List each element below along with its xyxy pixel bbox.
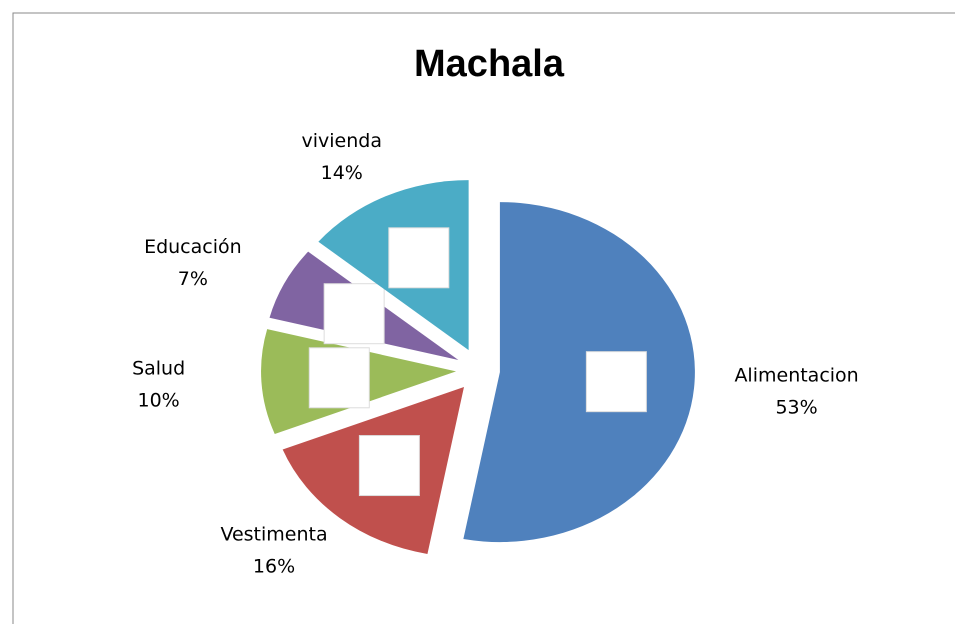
slice-picture xyxy=(359,436,419,496)
slice-picture xyxy=(309,348,369,408)
value-label: 7% xyxy=(178,268,208,290)
value-label: 16% xyxy=(253,556,295,578)
category-label: Vestimenta xyxy=(220,524,327,546)
value-label: 53% xyxy=(775,397,817,419)
slice-picture xyxy=(324,284,384,344)
page: Machala Alimentacion 53% Vestimenta 16% Salu… xyxy=(0,0,955,624)
value-label: 10% xyxy=(138,389,180,411)
chart: Machala Alimentacion 53% Vestimenta 16% Salu… xyxy=(0,0,955,624)
slice-picture xyxy=(389,228,449,288)
category-label: Alimentacion xyxy=(734,365,858,387)
value-label: 14% xyxy=(321,162,363,184)
category-label: Educación xyxy=(144,236,242,258)
category-label: Salud xyxy=(132,357,185,379)
chart-title: Machala xyxy=(414,43,565,85)
category-label: vivienda xyxy=(302,130,382,152)
slice-picture xyxy=(586,352,646,412)
